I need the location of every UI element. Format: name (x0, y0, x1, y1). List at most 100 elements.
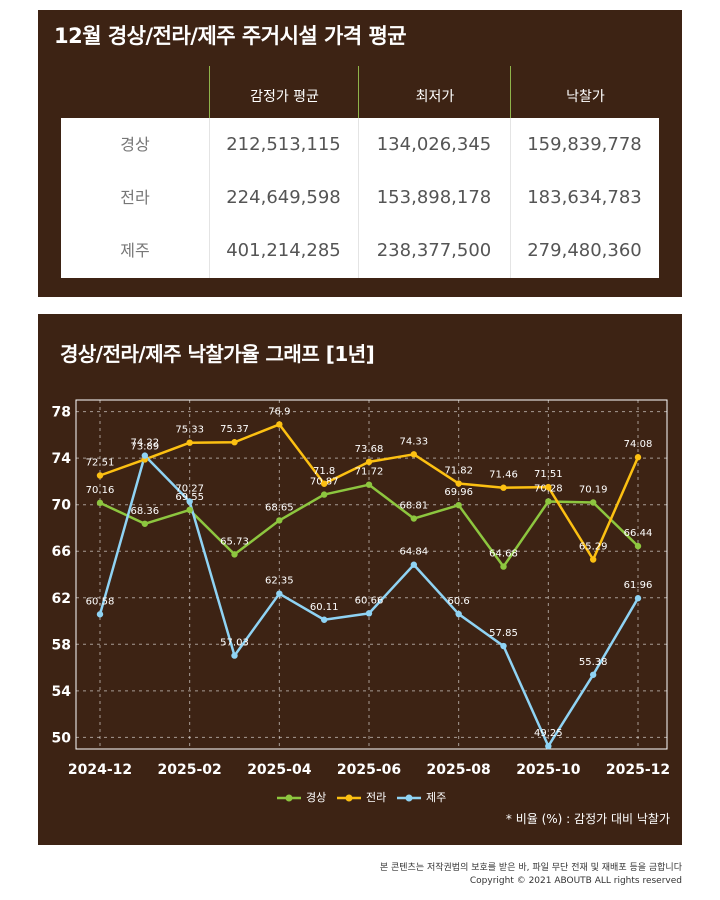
data-point (634, 542, 642, 550)
data-point (96, 472, 104, 479)
data-label: 60.58 (86, 596, 115, 607)
data-label: 62.35 (265, 576, 294, 587)
legend-swatch-jeolla (337, 794, 361, 802)
data-label: 60.66 (355, 595, 384, 606)
minimum-cell: 238,377,500 (376, 240, 492, 261)
data-point (320, 616, 328, 623)
data-label: 74.08 (624, 439, 653, 450)
data-point (500, 484, 507, 491)
data-point (455, 501, 462, 509)
data-label: 76.9 (268, 406, 290, 417)
table-header-row: 감정가 평균 최저가 낙찰가 (38, 66, 682, 128)
header-appraisal-avg: 감정가 평균 (209, 66, 359, 128)
data-point (141, 520, 149, 527)
data-point (186, 498, 193, 505)
data-point (231, 652, 238, 659)
header-winning-bid: 낙찰가 (510, 66, 660, 128)
data-label: 60.6 (448, 596, 470, 607)
table-row: 제주 401,214,285 238,377,500 279,480,360 (61, 224, 659, 277)
x-tick-label: 2025-04 (247, 762, 312, 778)
data-point (141, 452, 149, 459)
data-point (500, 563, 507, 570)
data-point (589, 556, 597, 563)
data-label: 65.29 (579, 541, 608, 552)
x-tick-label: 2025-08 (427, 762, 491, 778)
y-tick-label: 78 (52, 405, 71, 421)
data-point (96, 499, 104, 507)
data-label: 68.81 (400, 501, 429, 512)
legend-label: 경상 (306, 791, 327, 804)
data-label: 75.37 (220, 424, 249, 435)
winning-bid-cell: 183,634,783 (527, 187, 642, 208)
x-tick-label: 2025-12 (606, 762, 670, 778)
table-row: 경상 212,513,115 134,026,345 159,839,778 (61, 118, 659, 171)
table-title: 12월 경상/전라/제주 주거시설 가격 평균 (54, 24, 407, 48)
copyright-line: Copyright © 2021 ABOUTB ALL rights reser… (469, 876, 682, 886)
winning-bid-cell: 159,839,778 (527, 134, 642, 155)
data-point (276, 517, 283, 524)
data-point (320, 491, 328, 498)
data-point (365, 610, 373, 617)
y-tick-label: 74 (52, 451, 72, 467)
data-point (365, 481, 373, 488)
legend-swatch-gyeongsang (277, 794, 301, 802)
data-point (455, 480, 462, 487)
data-point (545, 742, 552, 750)
x-tick-label: 2025-02 (158, 762, 222, 778)
data-label: 69.96 (444, 487, 473, 498)
chart-panel: 경상/전라/제주 낙찰가율 그래프 [1년] 50 54 58 62 66 70 74 78 2… (38, 314, 682, 845)
data-label: 73.89 (131, 441, 160, 452)
data-point (186, 439, 193, 446)
data-label: 74.22 (131, 438, 160, 449)
appraisal-cell: 401,214,285 (226, 240, 341, 261)
data-label: 69.55 (175, 492, 204, 503)
legend-item-gyeongsang: 경상 (276, 788, 336, 808)
column-divider (358, 118, 359, 278)
ratio-note: * 비율 (%) : 감정가 대비 낙찰가 (505, 812, 670, 826)
data-point (634, 454, 642, 461)
x-tick-label: 2025-10 (516, 762, 581, 778)
copyright-notice: 본 콘텐츠는 저작권법의 보호를 받은 바, 파일 무단 전재 및 재배포 등을… (379, 863, 682, 873)
data-label: 73.68 (355, 444, 384, 455)
data-label: 68.65 (265, 502, 294, 513)
data-point (276, 590, 283, 597)
data-label: 70.19 (579, 484, 608, 495)
data-point (455, 610, 462, 618)
line-chart: 50 54 58 62 66 70 74 78 2024-12 2025-02 2025-04 202… (52, 399, 670, 778)
legend-swatch-jeju (397, 794, 421, 802)
chart-title: 경상/전라/제주 낙찰가율 그래프 [1년] (60, 342, 375, 366)
data-point (589, 671, 597, 678)
price-table-panel: 12월 경상/전라/제주 주거시설 가격 평균 감정가 평균 최저가 낙찰가 경… (38, 10, 682, 297)
data-label: 72.51 (86, 458, 115, 469)
header-minimum-price: 최저가 (358, 66, 511, 128)
column-divider (510, 118, 511, 278)
data-label: 71.82 (444, 466, 473, 477)
data-label: 49.25 (534, 728, 563, 739)
data-point (365, 458, 373, 466)
data-label: 64.84 (400, 547, 429, 558)
data-label: 75.33 (175, 425, 204, 436)
x-tick-label: 2024-12 (68, 762, 132, 778)
data-point (545, 483, 552, 491)
data-point (500, 642, 507, 650)
data-point (634, 595, 642, 602)
data-point (410, 561, 418, 568)
data-label: 66.44 (624, 528, 653, 539)
data-label: 71.72 (355, 467, 384, 478)
table-row: 전라 224,649,598 153,898,178 183,634,783 (61, 171, 659, 224)
appraisal-cell: 224,649,598 (226, 187, 341, 208)
data-point (231, 551, 238, 558)
data-label: 57.85 (489, 628, 518, 639)
data-label: 70.16 (86, 485, 115, 496)
y-tick-label: 50 (52, 730, 72, 746)
y-tick-label: 62 (52, 591, 71, 607)
data-point (96, 611, 104, 618)
table-body: 경상 212,513,115 134,026,345 159,839,778 전… (61, 118, 659, 278)
legend-item-jeju: 제주 (396, 788, 456, 808)
minimum-cell: 134,026,345 (376, 134, 492, 155)
data-label: 57.03 (220, 638, 249, 649)
data-point (545, 498, 552, 505)
data-label: 74.33 (400, 436, 429, 447)
data-label: 64.68 (489, 549, 518, 560)
data-label: 60.11 (310, 602, 339, 613)
